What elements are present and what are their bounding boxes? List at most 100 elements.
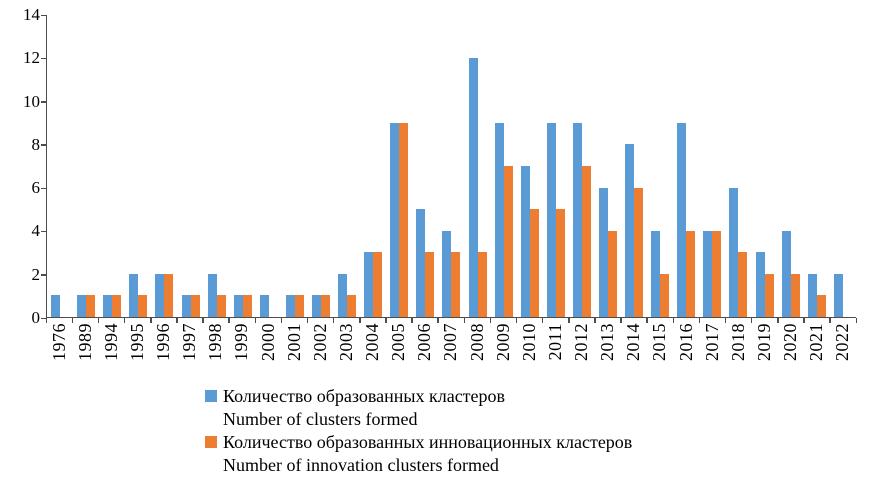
- x-tick-mark-15: [437, 318, 439, 323]
- x-tick-mark-17: [489, 318, 492, 323]
- x-tick-label-2014: 2014: [623, 323, 644, 361]
- x-tick-mark-5: [176, 318, 178, 323]
- x-tick-slot-1995: 1995: [124, 323, 150, 381]
- bar-innovation-1994: [112, 295, 122, 317]
- x-tick-slot-2009: 2009: [490, 323, 516, 381]
- y-tick-mark-4: [41, 230, 46, 233]
- bar-clusters-2013: [599, 187, 609, 317]
- x-tick-label-2012: 2012: [571, 323, 592, 361]
- x-tick-slot-2003: 2003: [333, 323, 359, 381]
- bar-group-2003: [334, 15, 360, 317]
- bar-clusters-2012: [572, 122, 582, 317]
- bar-innovation-2003: [347, 295, 357, 317]
- bar-innovation-2004: [373, 252, 383, 317]
- bar-group-2019: [752, 15, 778, 317]
- bar-clusters-1976: [51, 295, 61, 317]
- x-tick-label-1998: 1998: [205, 323, 226, 361]
- bar-innovation-2001: [294, 295, 304, 317]
- y-tick-label-12: 12: [23, 48, 40, 68]
- bar-group-2000: [256, 15, 282, 317]
- x-tick-label-2022: 2022: [832, 323, 853, 361]
- x-tick-slot-2015: 2015: [647, 323, 673, 381]
- bar-innovation-2009: [503, 166, 513, 317]
- bar-innovation-2005: [399, 122, 409, 317]
- bar-innovation-2012: [581, 166, 591, 317]
- x-tick-label-2006: 2006: [414, 323, 435, 361]
- x-tick-label-1995: 1995: [126, 323, 147, 361]
- x-tick-label-1989: 1989: [74, 323, 95, 361]
- x-tick-mark-11: [332, 318, 335, 323]
- bar-group-2021: [804, 15, 830, 317]
- x-axis-labels: 1976 1989 1994 1995 1996 1997 1998 1999 2000 2001…: [46, 323, 856, 381]
- x-tick-mark-6: [202, 318, 204, 323]
- bar-clusters-1998: [207, 273, 217, 317]
- bar-clusters-2010: [520, 166, 530, 317]
- y-tick-label-2: 2: [31, 264, 41, 284]
- x-tick-slot-2011: 2011: [542, 323, 568, 381]
- bar-group-1997: [177, 15, 203, 317]
- x-tick-label-2021: 2021: [806, 323, 827, 361]
- bar-clusters-2021: [807, 273, 817, 317]
- bar-group-2005: [386, 15, 412, 317]
- y-tick-label-0: 0: [31, 308, 41, 327]
- x-tick-label-2007: 2007: [440, 323, 461, 361]
- x-tick-mark-10: [306, 318, 309, 323]
- bar-group-2008: [465, 15, 491, 317]
- bar-innovation-2014: [634, 187, 644, 317]
- bar-innovation-2010: [529, 209, 539, 317]
- bar-clusters-2009: [494, 122, 504, 317]
- legend-label-clusters-ru: Количество образованных кластеров: [223, 386, 506, 406]
- x-tick-slot-2014: 2014: [621, 323, 647, 381]
- x-tick-label-2015: 2015: [649, 323, 670, 361]
- x-tick-mark-20: [568, 318, 570, 323]
- legend-item-innovation-clusters: Количество образованных инновационных кл…: [205, 431, 632, 477]
- bar-clusters-2000: [259, 295, 269, 317]
- legend-item-clusters: Количество образованных кластеров Number…: [205, 385, 632, 431]
- x-tick-slot-1994: 1994: [98, 323, 124, 381]
- x-tick-mark-12: [359, 318, 361, 323]
- bar-clusters-2002: [311, 295, 321, 317]
- bar-clusters-1989: [77, 295, 87, 317]
- y-tick-label-4: 4: [31, 221, 41, 241]
- bar-group-1999: [230, 15, 256, 317]
- y-tick-mark-6: [41, 187, 46, 190]
- bar-clusters-2015: [651, 230, 661, 317]
- bar-group-2007: [438, 15, 464, 317]
- x-tick-mark-26: [724, 318, 727, 323]
- bar-group-2016: [673, 15, 699, 317]
- y-tick-mark-2: [41, 274, 46, 276]
- x-tick-label-1996: 1996: [153, 323, 174, 361]
- bar-innovation-2007: [451, 252, 461, 317]
- x-tick-slot-1976: 1976: [46, 323, 72, 381]
- x-tick-slot-1997: 1997: [177, 323, 203, 381]
- bar-clusters-2004: [364, 252, 374, 317]
- bars-row: [47, 15, 856, 317]
- y-tick-mark-14: [41, 14, 46, 16]
- y-tick-label-6: 6: [31, 178, 41, 198]
- x-tick-slot-2007: 2007: [438, 323, 464, 381]
- x-tick-slot-2019: 2019: [751, 323, 777, 381]
- bar-group-2013: [595, 15, 621, 317]
- bar-clusters-2019: [755, 252, 765, 317]
- x-tick-label-2010: 2010: [518, 323, 539, 361]
- bar-innovation-1989: [86, 295, 96, 317]
- bar-group-2015: [647, 15, 673, 317]
- bar-clusters-2014: [625, 144, 635, 317]
- x-tick-slot-2020: 2020: [778, 323, 804, 381]
- bar-innovation-2011: [555, 209, 565, 317]
- bar-clusters-2016: [677, 122, 687, 317]
- bar-group-2011: [543, 15, 569, 317]
- x-tick-mark-9: [280, 318, 283, 323]
- bar-clusters-2001: [285, 295, 295, 317]
- x-tick-slot-2012: 2012: [569, 323, 595, 381]
- x-tick-slot-1999: 1999: [229, 323, 255, 381]
- x-tick-mark-29: [803, 318, 805, 323]
- legend-text-clusters: Количество образованных кластеров Number…: [223, 385, 505, 431]
- x-tick-label-2008: 2008: [466, 323, 487, 361]
- bar-innovation-1995: [138, 295, 148, 317]
- x-tick-label-1999: 1999: [231, 323, 252, 361]
- x-tick-slot-2006: 2006: [412, 323, 438, 381]
- y-tick-label-10: 10: [23, 91, 40, 111]
- x-tick-mark-30: [829, 318, 831, 323]
- x-tick-label-2001: 2001: [283, 323, 304, 361]
